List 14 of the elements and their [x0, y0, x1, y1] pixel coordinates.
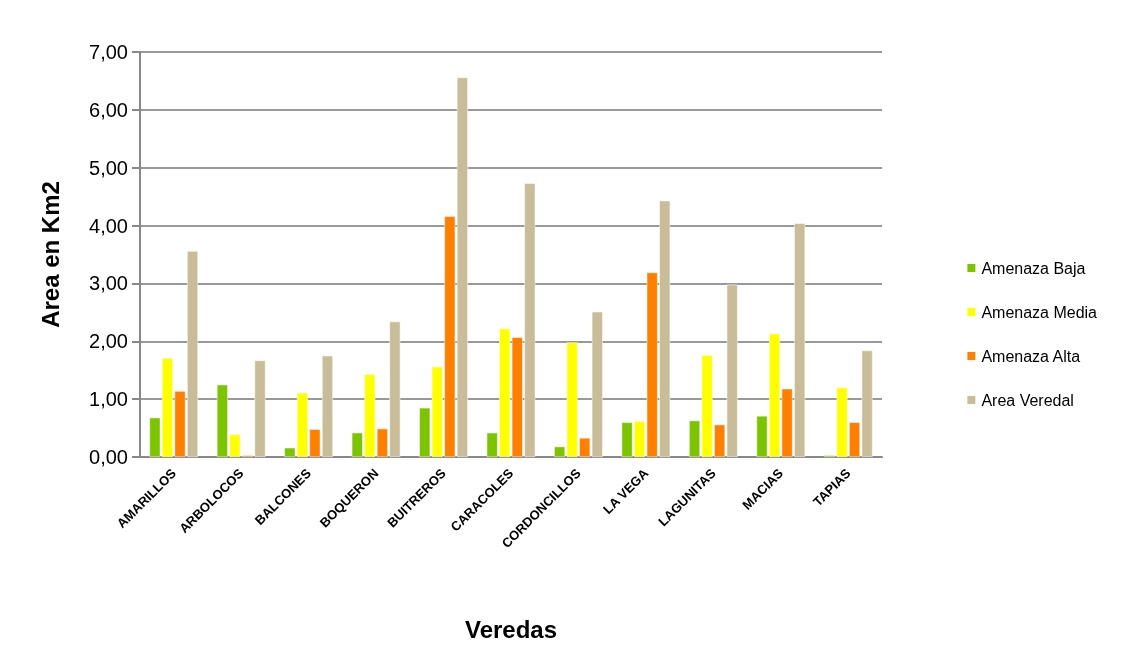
y-tick-label: 7,00	[89, 41, 128, 63]
legend-label: Area Veredal	[981, 391, 1074, 409]
legend-label: Amenaza Baja	[981, 259, 1086, 277]
y-tick-label: 5,00	[89, 156, 128, 179]
legend-label: Amenaza Media	[981, 303, 1098, 321]
y-tick-label: 1,00	[89, 388, 128, 411]
x-axis-title: Veredas	[464, 615, 558, 643]
y-axis-title: Area en Km2	[36, 181, 64, 328]
y-tick-label: 3,00	[89, 272, 128, 295]
y-tick-label: 4,00	[89, 214, 128, 237]
y-tick-label: 6,00	[89, 98, 128, 121]
y-tick-label: 0,00	[89, 446, 128, 468]
legend-label: Amenaza Alta	[981, 347, 1081, 365]
y-tick-label: 2,00	[89, 330, 128, 353]
